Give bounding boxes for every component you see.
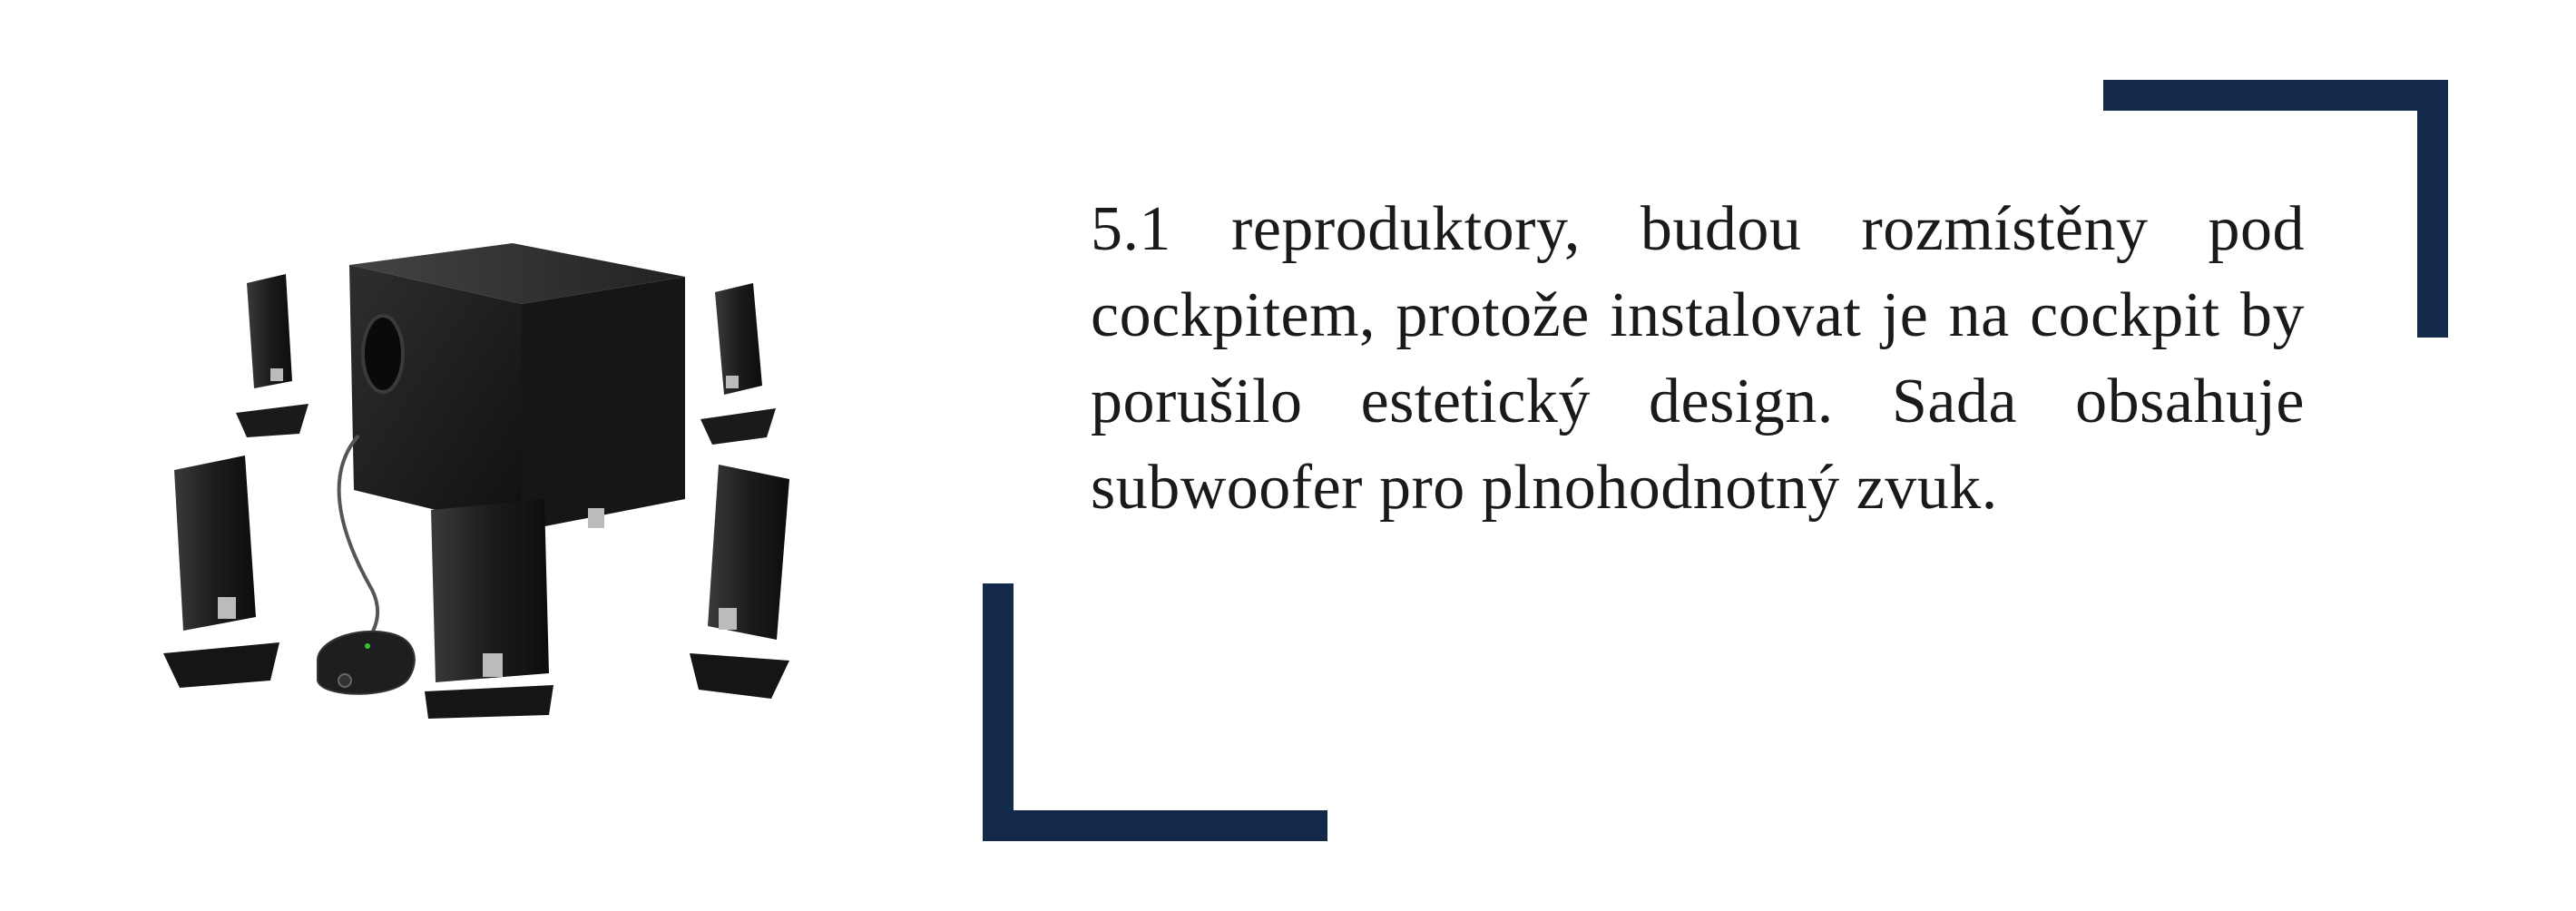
satellite-rear-left	[236, 274, 309, 437]
speaker-system-5-1-image	[163, 243, 789, 719]
satellite-rear-right	[700, 283, 776, 445]
decorative-bracket-top-right	[2103, 80, 2448, 338]
satellite-front-right	[690, 465, 789, 699]
control-pod	[317, 630, 416, 695]
subwoofer	[349, 243, 685, 531]
satellite-front-left	[163, 456, 279, 688]
description-paragraph: 5.1 reproduktory, budou rozmístěny pod c…	[1091, 194, 2305, 523]
satellite-center	[425, 499, 553, 719]
decorative-bracket-bottom-left	[983, 583, 1327, 841]
